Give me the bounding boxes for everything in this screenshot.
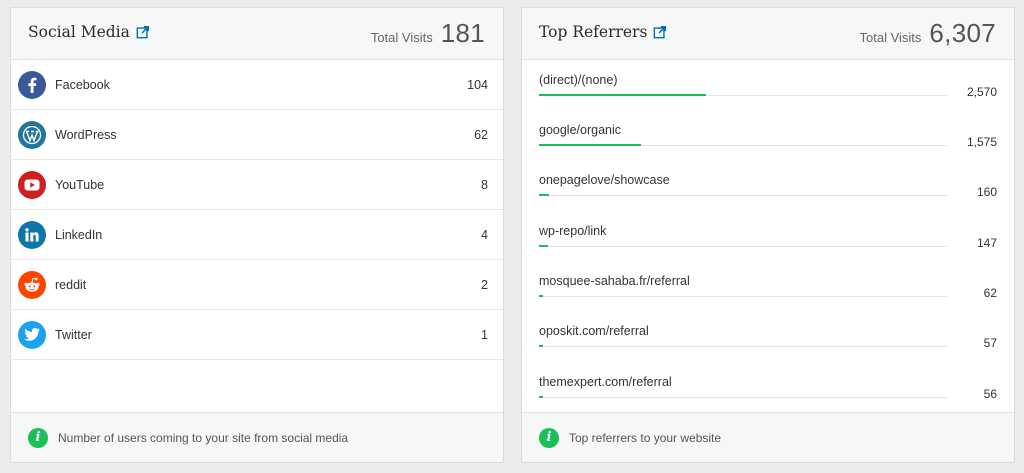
info-icon: i bbox=[28, 427, 48, 448]
referrer-count: 1,575 bbox=[966, 135, 997, 149]
referrer-bar-track bbox=[539, 397, 947, 398]
referrer-row[interactable]: mosquee-sahaba.fr/referral 62 bbox=[539, 274, 1014, 324]
social-row-facebook[interactable]: Facebook 104 bbox=[11, 60, 503, 110]
wordpress-icon bbox=[18, 120, 46, 149]
referrer-row[interactable]: google/organic 1,575 bbox=[539, 123, 1014, 173]
referrer-count: 62 bbox=[983, 286, 997, 300]
social-media-card: Social Media Total Visits 181 Facebook 1… bbox=[10, 7, 504, 463]
top-referrers-footer: i Top referrers to your website bbox=[522, 412, 1014, 462]
info-icon: i bbox=[539, 427, 559, 448]
referrer-count: 56 bbox=[983, 387, 997, 401]
social-name: YouTube bbox=[55, 177, 105, 192]
referrer-bar bbox=[539, 396, 543, 398]
external-link-icon[interactable] bbox=[653, 25, 667, 39]
external-link-icon[interactable] bbox=[136, 25, 150, 39]
social-media-footer: i Number of users coming to your site fr… bbox=[11, 412, 503, 462]
referrer-row[interactable]: oposkit.com/referral 57 bbox=[539, 324, 1014, 374]
social-total: Total Visits 181 bbox=[371, 18, 485, 49]
facebook-icon bbox=[18, 70, 46, 99]
referrer-count: 160 bbox=[976, 185, 997, 199]
referrer-row[interactable]: wp-repo/link 147 bbox=[539, 224, 1014, 274]
referrer-name: themexpert.com/referral bbox=[539, 375, 672, 389]
social-name: Facebook bbox=[55, 77, 110, 92]
total-visits-label: Total Visits bbox=[370, 30, 433, 45]
top-referrers-card: Top Referrers Total Visits 6,307 (direct… bbox=[521, 7, 1015, 463]
social-media-title-text: Social Media bbox=[28, 23, 130, 41]
referrer-count: 57 bbox=[983, 336, 997, 350]
social-name: Twitter bbox=[55, 327, 92, 342]
total-visits-value: 181 bbox=[440, 18, 485, 48]
referrer-bar bbox=[539, 295, 543, 297]
referrer-bar-track bbox=[539, 246, 947, 247]
youtube-icon bbox=[18, 170, 46, 199]
referrer-name: wp-repo/link bbox=[539, 224, 607, 238]
referrer-name: mosquee-sahaba.fr/referral bbox=[539, 274, 690, 288]
social-name: WordPress bbox=[55, 127, 117, 142]
social-row-linkedin[interactable]: LinkedIn 4 bbox=[11, 210, 503, 260]
social-count: 62 bbox=[474, 127, 488, 142]
reddit-icon bbox=[18, 270, 46, 299]
referrer-bar bbox=[539, 194, 549, 196]
social-row-reddit[interactable]: reddit 2 bbox=[11, 260, 503, 310]
referrer-bar bbox=[539, 245, 548, 247]
referrer-bar bbox=[539, 345, 543, 347]
referrer-bar bbox=[539, 94, 706, 96]
social-count: 8 bbox=[481, 177, 488, 192]
social-name: LinkedIn bbox=[55, 227, 103, 242]
social-count: 2 bbox=[481, 277, 488, 292]
total-visits-value: 6,307 bbox=[929, 18, 996, 48]
referrer-name: onepagelove/showcase bbox=[539, 173, 670, 187]
referrer-count: 2,570 bbox=[966, 85, 997, 99]
referrer-bar-track bbox=[539, 296, 947, 297]
referrer-name: oposkit.com/referral bbox=[539, 324, 649, 338]
referrer-bar bbox=[539, 144, 641, 146]
referrer-bar-track bbox=[539, 145, 947, 146]
social-count: 104 bbox=[467, 77, 488, 92]
referrers-footer-text: Top referrers to your website bbox=[569, 430, 722, 445]
referrer-bar-track bbox=[539, 95, 947, 96]
linkedin-icon bbox=[18, 220, 46, 249]
social-media-title[interactable]: Social Media bbox=[28, 23, 150, 41]
social-media-header: Social Media Total Visits 181 bbox=[11, 8, 503, 60]
social-row-youtube[interactable]: YouTube 8 bbox=[11, 160, 503, 210]
top-referrers-title-text: Top Referrers bbox=[539, 23, 648, 41]
twitter-icon bbox=[18, 320, 46, 349]
referrers-total: Total Visits 6,307 bbox=[860, 18, 996, 49]
referrer-row[interactable]: onepagelove/showcase 160 bbox=[539, 173, 1014, 223]
referrer-row[interactable]: (direct)/(none) 2,570 bbox=[539, 73, 1014, 123]
social-count: 1 bbox=[481, 327, 488, 342]
referrer-bar-track bbox=[539, 195, 947, 196]
social-name: reddit bbox=[55, 277, 87, 292]
total-visits-label: Total Visits bbox=[859, 30, 922, 45]
referrer-row[interactable]: themexpert.com/referral 56 bbox=[539, 375, 1014, 425]
referrer-bar-track bbox=[539, 346, 947, 347]
referrer-count: 147 bbox=[976, 236, 997, 250]
social-count: 4 bbox=[481, 227, 488, 242]
social-footer-text: Number of users coming to your site from… bbox=[58, 430, 349, 445]
referrer-name: google/organic bbox=[539, 123, 622, 137]
top-referrers-title[interactable]: Top Referrers bbox=[539, 23, 667, 41]
social-row-wordpress[interactable]: WordPress 62 bbox=[11, 110, 503, 160]
social-row-twitter[interactable]: Twitter 1 bbox=[11, 310, 503, 360]
referrer-name: (direct)/(none) bbox=[539, 73, 618, 87]
top-referrers-header: Top Referrers Total Visits 6,307 bbox=[522, 8, 1014, 60]
